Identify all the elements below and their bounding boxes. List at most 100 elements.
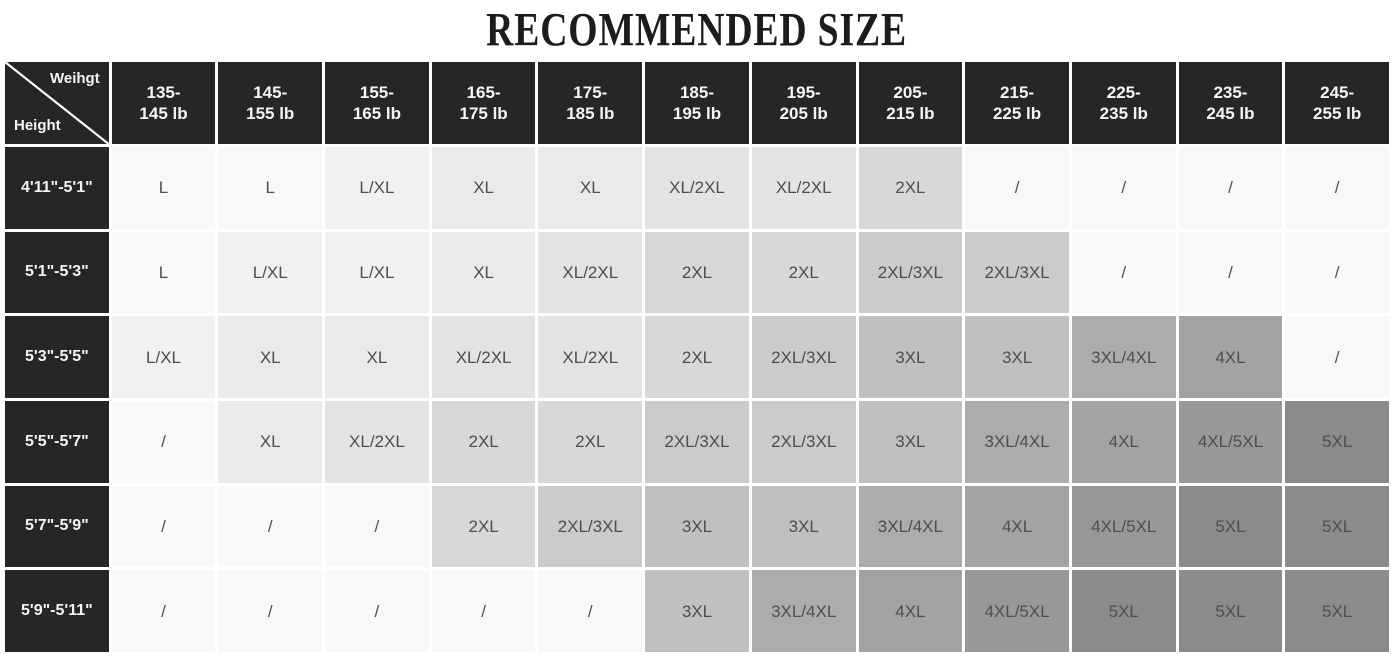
weight-header-col-11: 235- 245 lb (1178, 62, 1283, 144)
size-cell: 2XL (645, 316, 749, 398)
weight-header-line2: 185 lb (566, 104, 615, 123)
size-cell: L (111, 147, 216, 229)
size-cell: / (538, 570, 643, 652)
size-cell: 3XL/4XL (858, 485, 963, 568)
size-cell: / (111, 570, 216, 652)
size-cell: 3XL (858, 316, 963, 398)
size-cell: L/XL (325, 147, 429, 229)
size-cell: 3XL (751, 485, 856, 568)
weight-header-line1: 155- (359, 82, 394, 102)
size-cell: 5XL (1285, 485, 1389, 568)
size-cell: XL/2XL (538, 316, 643, 398)
size-cell: L/XL (325, 231, 429, 314)
size-cell: 2XL (431, 485, 536, 568)
size-cell: 2XL/3XL (645, 400, 749, 483)
weight-header-line2: 165 lb (352, 104, 402, 123)
size-cell: 4XL (1071, 400, 1176, 483)
weight-header-line2: 245 lb (1206, 104, 1255, 123)
weight-header-line2: 205 lb (779, 104, 828, 123)
size-cell: 2XL/3XL (751, 316, 856, 398)
weight-header-col-2: 145- 155 lb (218, 62, 323, 144)
size-cell: 3XL/4XL (751, 570, 856, 652)
size-cell: XL/2XL (645, 147, 749, 229)
size-cell: / (325, 485, 429, 568)
size-cell: 5XL (1071, 570, 1176, 652)
size-cell: / (1178, 147, 1283, 229)
size-cell: 5XL (1285, 570, 1389, 652)
height-label-row-2: 5'1"-5'3" (5, 231, 109, 314)
size-cell: 3XL (965, 316, 1069, 398)
size-cell: / (218, 570, 323, 652)
size-cell: 5XL (1285, 400, 1389, 483)
size-cell: / (1178, 231, 1283, 314)
size-cell: XL/2XL (431, 316, 536, 398)
size-cell: XL/2XL (325, 400, 429, 483)
weight-header-line2: 255 lb (1313, 104, 1362, 123)
weight-header-line2: 225 lb (992, 104, 1042, 123)
size-cell: 2XL/3XL (538, 485, 643, 568)
title-bar: RECOMMENDED SIZE (0, 0, 1394, 58)
size-cell: L/XL (111, 316, 216, 398)
weight-header-line1: 215- (1000, 82, 1035, 102)
weight-header-col-12: 245- 255 lb (1285, 62, 1389, 144)
size-cell: 4XL (1178, 316, 1283, 398)
height-label-row-6: 5'9"-5'11" (5, 570, 109, 652)
height-label-row-4: 5'5"-5'7" (5, 400, 109, 483)
size-cell: / (325, 570, 429, 652)
size-cell: 2XL (751, 231, 856, 314)
size-cell: XL/2XL (751, 147, 856, 229)
weight-header-line1: 185- (679, 82, 714, 102)
size-cell: / (218, 485, 323, 568)
size-cell: L (111, 231, 216, 314)
size-cell: 3XL/4XL (1071, 316, 1176, 398)
weight-header-line2: 215 lb (886, 104, 935, 123)
page-title: RECOMMENDED SIZE (486, 2, 908, 56)
weight-header-col-1: 135- 145 lb (111, 62, 216, 144)
size-cell: / (431, 570, 536, 652)
size-chart-table: Weihgt Height 135- 145 lb 145- 155 lb 155- 16… (5, 62, 1389, 652)
height-label-row-1: 4'11"-5'1" (5, 147, 109, 229)
size-cell: / (1285, 231, 1389, 314)
weight-header-line1: 195- (786, 82, 821, 102)
size-cell: XL (538, 147, 643, 229)
diagonal-line-icon (5, 62, 109, 144)
size-cell: / (111, 485, 216, 568)
weight-header-col-4: 165- 175 lb (431, 62, 536, 144)
size-cell: 3XL/4XL (965, 400, 1069, 483)
weight-header-col-3: 155- 165 lb (325, 62, 429, 144)
size-cell: 2XL/3XL (751, 400, 856, 483)
weight-header-line2: 175 lb (459, 104, 508, 123)
size-cell: 2XL (431, 400, 536, 483)
size-cell: L (218, 147, 323, 229)
height-label-row-5: 5'7"-5'9" (5, 485, 109, 568)
weight-header-line2: 145 lb (139, 104, 188, 123)
weight-header-col-6: 185- 195 lb (645, 62, 749, 144)
size-cell: / (1071, 231, 1176, 314)
weight-header-line2: 195 lb (672, 104, 722, 123)
corner-height-label: Height (14, 117, 61, 135)
size-cell: / (1071, 147, 1176, 229)
weight-header-line1: 245- (1320, 82, 1355, 102)
size-cell: 4XL (965, 485, 1069, 568)
size-cell: XL (431, 231, 536, 314)
size-cell: 3XL (645, 485, 749, 568)
size-cell: 4XL (858, 570, 963, 652)
weight-header-line1: 205- (893, 82, 928, 102)
size-cell: XL/2XL (538, 231, 643, 314)
weight-header-col-9: 215- 225 lb (965, 62, 1069, 144)
size-cell: 2XL (858, 147, 963, 229)
size-cell: XL (431, 147, 536, 229)
size-cell: / (111, 400, 216, 483)
size-cell: XL (218, 400, 323, 483)
weight-header-line2: 235 lb (1099, 104, 1148, 123)
corner-cell: Weihgt Height (5, 62, 109, 144)
weight-header-line1: 235- (1213, 82, 1248, 102)
size-cell: 2XL (538, 400, 643, 483)
size-cell: 3XL (645, 570, 749, 652)
weight-header-line1: 165- (466, 82, 501, 102)
size-cell: 4XL/5XL (965, 570, 1069, 652)
size-cell: 4XL/5XL (1071, 485, 1176, 568)
size-cell: 2XL/3XL (858, 231, 963, 314)
weight-header-col-8: 205- 215 lb (858, 62, 963, 144)
